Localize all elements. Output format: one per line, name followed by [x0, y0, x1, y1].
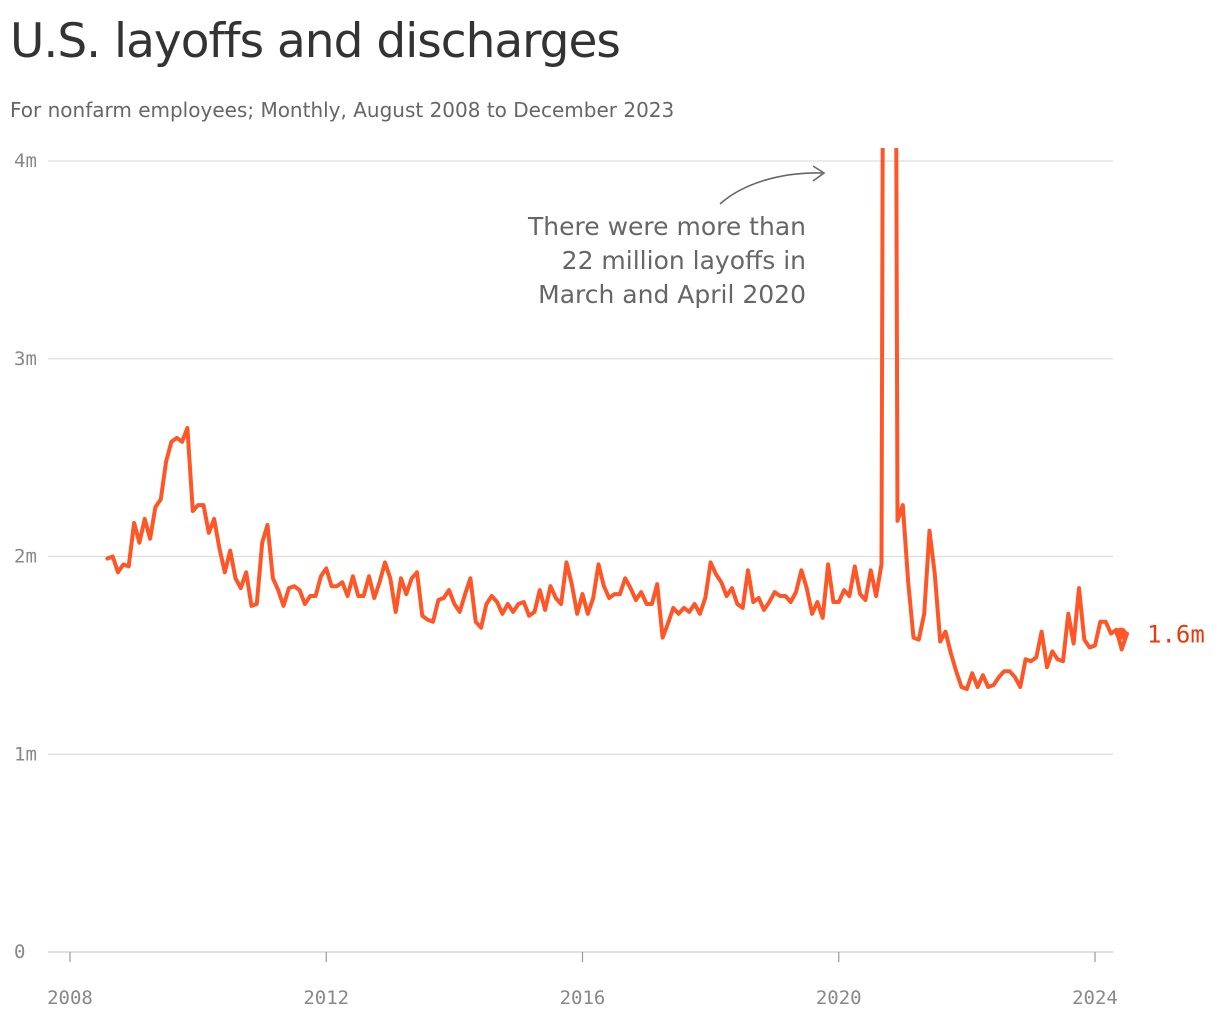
chart-subtitle: For nonfarm employees; Monthly, August 2…: [10, 98, 675, 122]
x-tick-label-3: 2020: [816, 987, 862, 1009]
y-tick-label-0: 0: [14, 941, 25, 963]
y-tick-label-2: 2m: [14, 546, 37, 568]
x-tick-label-4: 2024: [1072, 987, 1118, 1009]
x-tick-label-0: 2008: [47, 987, 93, 1009]
end-point: [1115, 627, 1128, 640]
gridlines: [48, 160, 1113, 953]
y-axis: 0 1m 2m 3m 4m: [14, 150, 37, 963]
annotation-line-1: There were more than: [527, 212, 806, 241]
annotation-line-2: 22 million layoffs in: [562, 246, 806, 275]
annotation-arrow: [719, 172, 823, 205]
y-tick-label-3: 3m: [14, 348, 37, 370]
annotation: There were more than 22 million layoffs …: [527, 165, 826, 309]
y-tick-label-4: 4m: [14, 150, 37, 172]
end-value-label: 1.6m: [1147, 621, 1205, 649]
x-axis: 2008 2012 2016 2020 2024: [47, 952, 1118, 1009]
annotation-arrowhead: [812, 165, 826, 182]
annotation-line-3: March and April 2020: [538, 280, 806, 309]
series-line: [105, 148, 1129, 691]
y-tick-label-1: 1m: [14, 743, 37, 765]
chart-title: U.S. layoffs and discharges: [10, 14, 621, 69]
x-tick-label-2: 2016: [560, 987, 606, 1009]
x-tick-label-1: 2012: [303, 987, 349, 1009]
